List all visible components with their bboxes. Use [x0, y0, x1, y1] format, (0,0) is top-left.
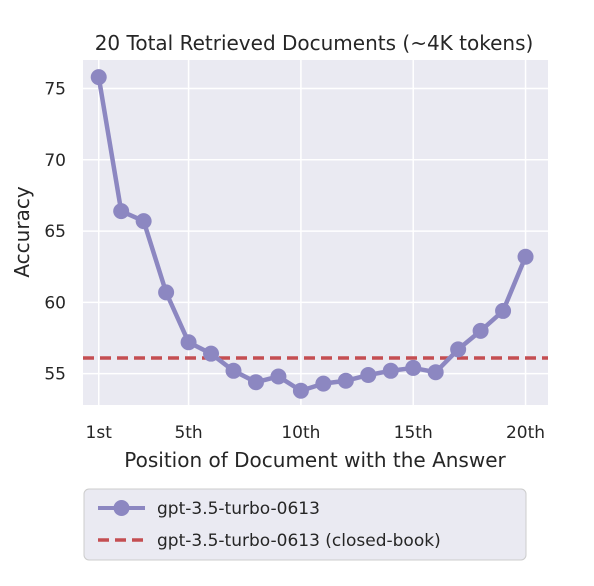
x-tick-label: 20th [506, 423, 545, 443]
legend-label-main: gpt-3.5-turbo-0613 [157, 499, 320, 519]
tick-labels: 1st 5th 10th 15th 20th 55 60 65 70 75 [44, 80, 545, 443]
data-point [337, 372, 354, 389]
x-tick-label: 5th [174, 423, 202, 443]
y-tick-label: 70 [44, 151, 66, 171]
x-tick-label: 10th [281, 423, 320, 443]
y-tick-label: 65 [44, 222, 66, 242]
data-point [203, 345, 220, 362]
data-point [495, 302, 512, 319]
legend-label-closed-book: gpt-3.5-turbo-0613 (closed-book) [157, 531, 441, 551]
data-point [158, 284, 175, 301]
data-point [517, 248, 534, 265]
data-point [135, 213, 152, 230]
chart-title: 20 Total Retrieved Documents (~4K tokens… [95, 31, 534, 55]
data-point [472, 322, 489, 339]
y-axis-label: Accuracy [10, 186, 34, 277]
legend-marker-icon [113, 500, 130, 516]
grid-lines [83, 60, 548, 405]
data-point [360, 367, 377, 384]
plot-area [83, 60, 548, 405]
x-tick-label: 15th [394, 423, 433, 443]
y-tick-label: 60 [44, 293, 66, 313]
data-point [450, 341, 467, 358]
legend: gpt-3.5-turbo-0613 gpt-3.5-turbo-0613 (c… [83, 488, 527, 561]
x-axis-label: Position of Document with the Answer [124, 448, 506, 472]
data-point [90, 69, 107, 86]
data-point [270, 368, 287, 385]
data-point [292, 382, 309, 399]
data-point [180, 334, 197, 351]
legend-box [83, 488, 527, 561]
data-point [225, 362, 242, 379]
data-point [382, 362, 399, 379]
data-point [405, 359, 422, 376]
data-point [427, 364, 444, 381]
y-tick-label: 55 [44, 365, 66, 385]
series-gpt-3-5-turbo [90, 69, 534, 399]
data-point [247, 374, 264, 391]
x-tick-label: 1st [86, 423, 113, 443]
y-tick-label: 75 [44, 80, 66, 100]
data-point [113, 203, 130, 220]
data-point [315, 375, 332, 392]
